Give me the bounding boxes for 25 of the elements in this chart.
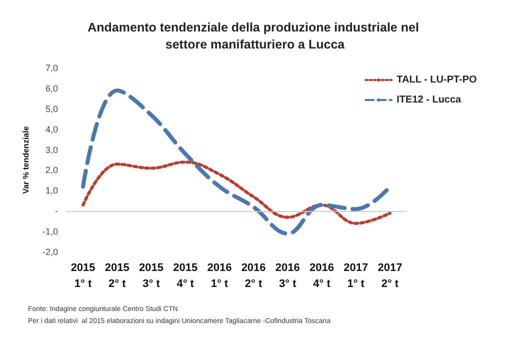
y-axis-title: Var % tendenziale xyxy=(22,126,30,194)
x-tick-label: 2016 2° t xyxy=(241,262,266,290)
y-tick-label: 7,0 xyxy=(45,63,58,73)
chart-title: Andamento tendenziale della produzione industriale nel settore manifatturiero a Lucca xyxy=(88,20,422,52)
y-tick-label: -2,0 xyxy=(42,247,58,257)
y-tick-label: 1,0 xyxy=(45,186,58,196)
y-tick-label: 6,0 xyxy=(45,83,58,94)
line-series xyxy=(82,160,392,225)
y-tick-label: -1,0 xyxy=(42,226,58,237)
x-tick-label: 2017 1° t xyxy=(344,262,368,290)
y-tick-label: 2,0 xyxy=(45,165,58,176)
x-tick-label: 2016 1° t xyxy=(207,262,232,290)
y-tick-label: - xyxy=(55,206,58,216)
x-tick-label: 2015 1° t xyxy=(70,262,96,290)
x-tick-label: 2017 2° t xyxy=(378,262,402,290)
y-tick-label: 3,0 xyxy=(45,144,58,155)
x-tick-label: 2015 4° t xyxy=(173,262,198,290)
y-tick-label: 5,0 xyxy=(45,104,58,114)
x-tick-label: 2016 3° t xyxy=(275,262,300,290)
y-tick-label: 4,0 xyxy=(45,124,58,134)
legend-label: TALL - LU-PT-PO xyxy=(396,74,478,86)
legend-label: ITE12 - Lucca xyxy=(396,94,462,106)
x-tick-label: 2016 4° t xyxy=(310,262,334,290)
x-tick-label: 2015 2° t xyxy=(104,262,130,290)
x-tick-label: 2015 3° t xyxy=(139,262,164,290)
